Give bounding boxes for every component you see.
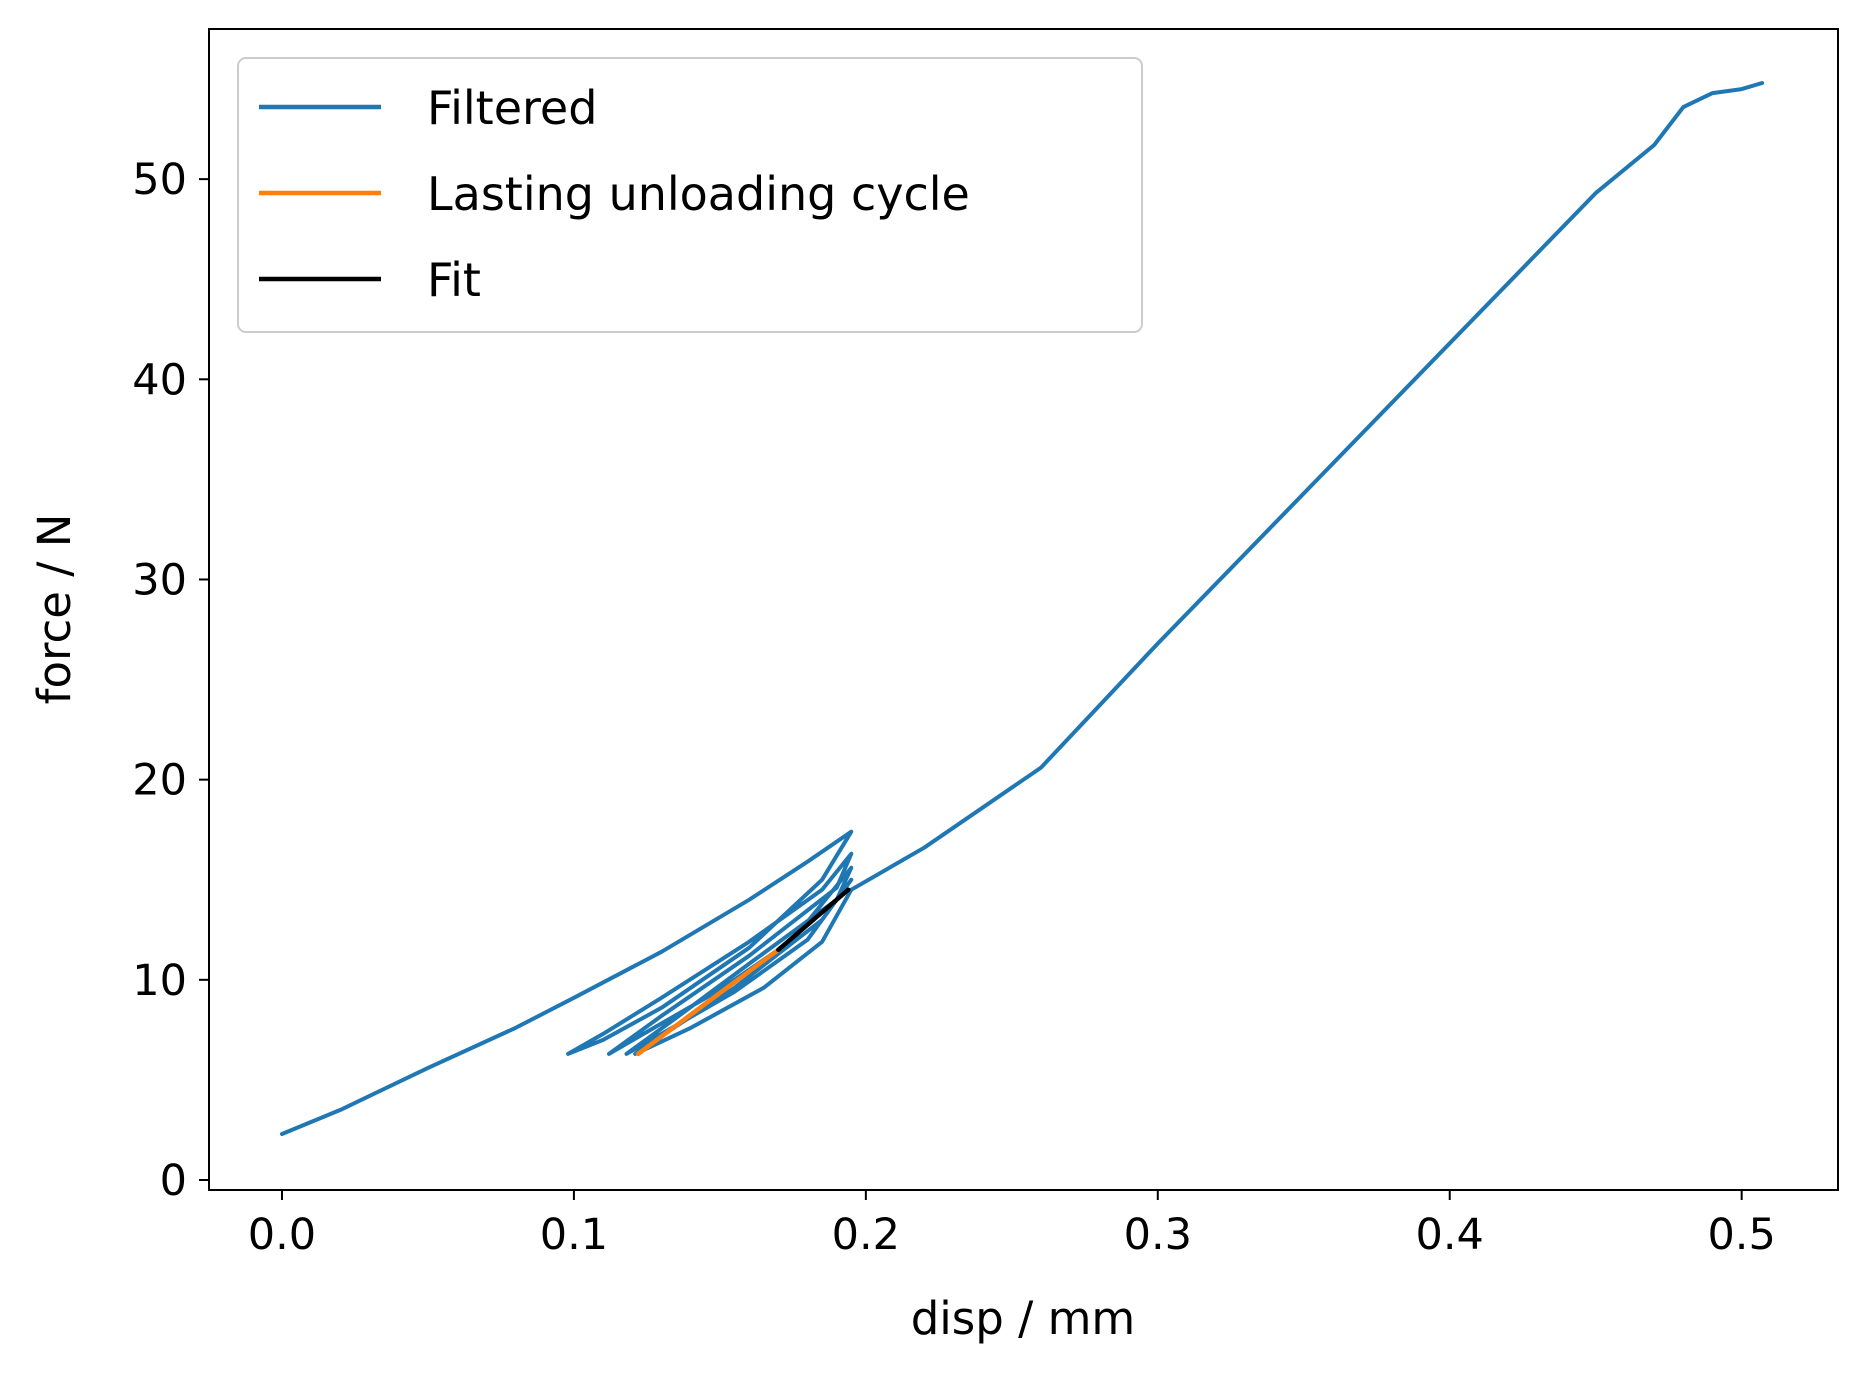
legend-label: Fit [427, 253, 481, 307]
x-axis-label: disp / mm [911, 1292, 1136, 1345]
x-tick-label: 0.4 [1416, 1210, 1484, 1260]
y-axis: 0 10 20 30 40 50 [132, 155, 209, 1206]
plot-border [208, 28, 1839, 1191]
x-tick-label: 0.2 [832, 1210, 900, 1260]
x-axis: 0.0 0.1 0.2 0.3 0.4 0.5 [248, 1190, 1776, 1260]
x-tick-label: 0.5 [1707, 1210, 1775, 1260]
series-layer [280, 81, 1765, 1136]
legend-label: Filtered [427, 81, 597, 135]
y-tick-label: 40 [132, 355, 187, 405]
x-tick-label: 0.3 [1124, 1210, 1192, 1260]
y-tick-label: 30 [132, 555, 187, 605]
y-tick-label: 0 [160, 1156, 187, 1206]
legend-label: Lasting unloading cycle [427, 167, 970, 221]
y-tick-label: 10 [132, 956, 187, 1006]
x-tick-label: 0.1 [540, 1210, 608, 1260]
y-tick-label: 50 [132, 155, 187, 205]
y-axis-label: force / N [28, 514, 81, 705]
legend: Filtered Lasting unloading cycle Fit [237, 57, 1143, 333]
series-line-lasting-unloading-cycle [635, 947, 781, 1057]
legend-box [237, 57, 1143, 333]
series-line-filtered [280, 81, 1765, 1136]
y-tick-label: 20 [132, 756, 187, 806]
series-line-fit [776, 887, 851, 953]
x-tick-label: 0.0 [248, 1210, 316, 1260]
